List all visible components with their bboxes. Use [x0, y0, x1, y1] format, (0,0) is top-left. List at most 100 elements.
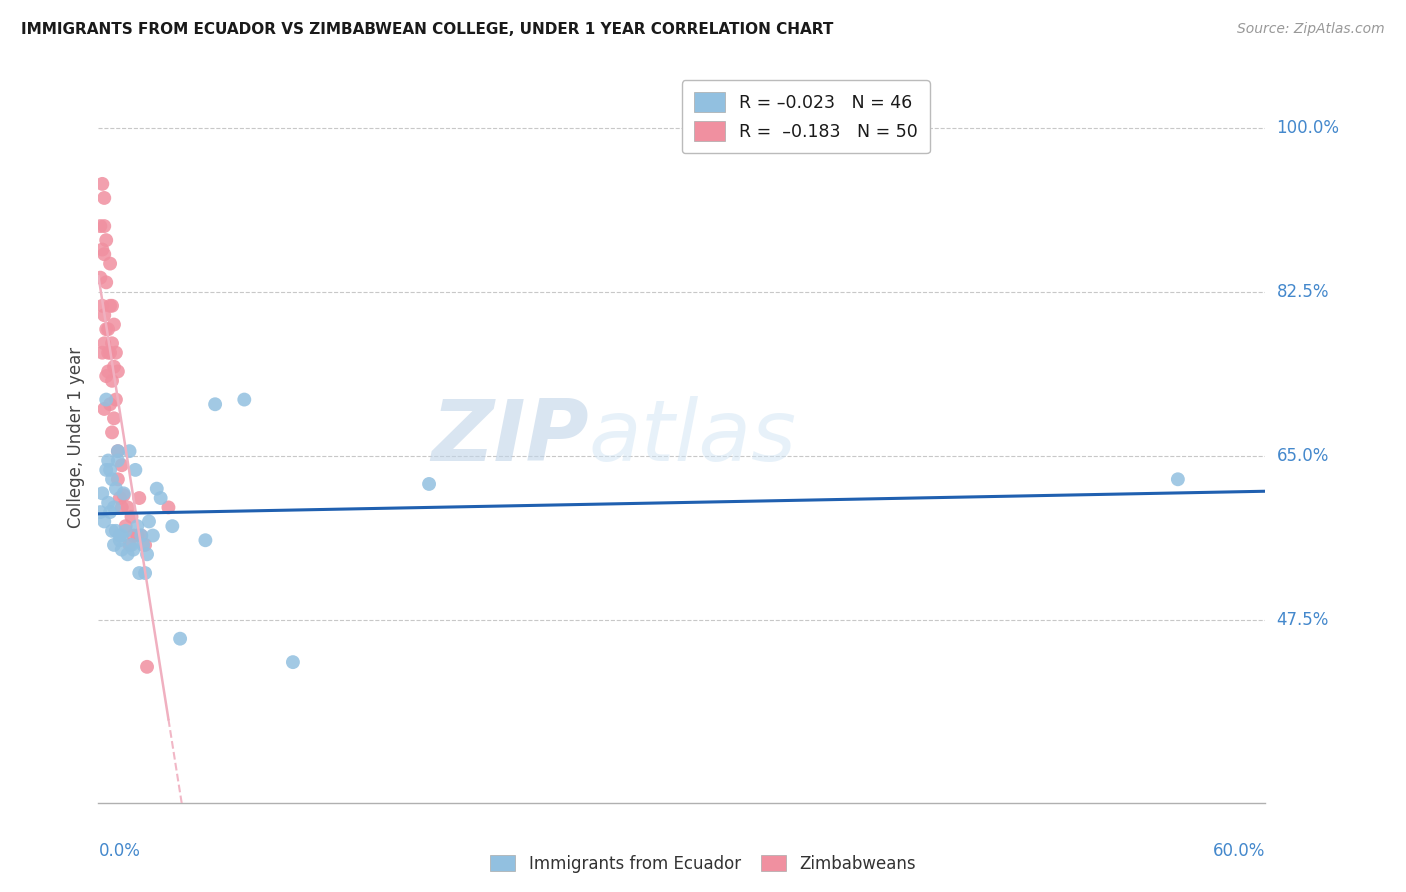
Point — [121, 538, 143, 552]
Point — [122, 528, 145, 542]
Point — [233, 392, 256, 407]
Point — [96, 276, 118, 290]
Point — [136, 660, 159, 674]
Y-axis label: College, Under 1 year: College, Under 1 year — [66, 346, 84, 528]
Point — [122, 542, 145, 557]
Point — [117, 500, 139, 515]
Point — [129, 528, 152, 542]
Point — [127, 519, 149, 533]
Point — [138, 515, 160, 529]
Point — [108, 533, 131, 548]
Text: atlas: atlas — [589, 395, 797, 479]
Text: 100.0%: 100.0% — [1277, 119, 1340, 136]
Point — [118, 538, 141, 552]
Point — [112, 488, 135, 502]
Point — [114, 524, 136, 538]
Point — [418, 477, 440, 491]
Point — [281, 655, 304, 669]
Point — [1167, 472, 1189, 486]
Point — [101, 425, 124, 440]
Point — [101, 472, 124, 486]
Point — [97, 364, 120, 378]
Text: IMMIGRANTS FROM ECUADOR VS ZIMBABWEAN COLLEGE, UNDER 1 YEAR CORRELATION CHART: IMMIGRANTS FROM ECUADOR VS ZIMBABWEAN CO… — [21, 22, 834, 37]
Point — [93, 336, 115, 351]
Point — [108, 528, 131, 542]
Point — [98, 299, 121, 313]
Point — [91, 486, 114, 500]
Point — [93, 247, 115, 261]
Legend: R = –0.023   N = 46, R =  –0.183   N = 50: R = –0.023 N = 46, R = –0.183 N = 50 — [682, 80, 929, 153]
Point — [107, 453, 129, 467]
Point — [89, 505, 111, 519]
Point — [107, 472, 129, 486]
Point — [194, 533, 217, 548]
Point — [104, 345, 127, 359]
Point — [128, 491, 150, 505]
Point — [89, 219, 111, 233]
Point — [98, 257, 121, 271]
Point — [97, 496, 120, 510]
Text: 65.0%: 65.0% — [1277, 447, 1329, 465]
Text: 0.0%: 0.0% — [98, 842, 141, 860]
Point — [96, 392, 118, 407]
Point — [134, 566, 156, 580]
Point — [96, 233, 118, 247]
Point — [111, 528, 134, 542]
Point — [104, 482, 127, 496]
Text: Source: ZipAtlas.com: Source: ZipAtlas.com — [1237, 22, 1385, 37]
Point — [98, 397, 121, 411]
Point — [97, 453, 120, 467]
Point — [98, 505, 121, 519]
Point — [132, 538, 155, 552]
Point — [169, 632, 191, 646]
Point — [142, 528, 165, 542]
Point — [127, 528, 149, 542]
Point — [101, 299, 124, 313]
Point — [136, 547, 159, 561]
Point — [91, 243, 114, 257]
Point — [93, 219, 115, 233]
Point — [91, 299, 114, 313]
Point — [98, 463, 121, 477]
Point — [111, 458, 134, 473]
Point — [121, 509, 143, 524]
Point — [93, 308, 115, 322]
Point — [117, 547, 139, 561]
Point — [146, 482, 169, 496]
Point — [104, 524, 127, 538]
Point — [104, 392, 127, 407]
Point — [112, 486, 135, 500]
Point — [107, 364, 129, 378]
Legend: Immigrants from Ecuador, Zimbabweans: Immigrants from Ecuador, Zimbabweans — [484, 848, 922, 880]
Point — [107, 444, 129, 458]
Text: ZIP: ZIP — [430, 395, 589, 479]
Point — [96, 463, 118, 477]
Point — [101, 336, 124, 351]
Point — [91, 345, 114, 359]
Point — [101, 374, 124, 388]
Point — [108, 491, 131, 505]
Point — [98, 345, 121, 359]
Point — [134, 538, 156, 552]
Point — [91, 177, 114, 191]
Point — [96, 369, 118, 384]
Text: 82.5%: 82.5% — [1277, 283, 1329, 301]
Point — [111, 500, 134, 515]
Point — [101, 524, 124, 538]
Point — [103, 538, 125, 552]
Point — [118, 444, 141, 458]
Point — [103, 411, 125, 425]
Point — [128, 566, 150, 580]
Point — [149, 491, 172, 505]
Point — [93, 191, 115, 205]
Point — [103, 359, 125, 374]
Point — [97, 322, 120, 336]
Point — [96, 322, 118, 336]
Point — [204, 397, 226, 411]
Point — [103, 318, 125, 332]
Point — [107, 444, 129, 458]
Text: 47.5%: 47.5% — [1277, 611, 1329, 629]
Point — [103, 500, 125, 515]
Point — [124, 463, 146, 477]
Text: 60.0%: 60.0% — [1213, 842, 1265, 860]
